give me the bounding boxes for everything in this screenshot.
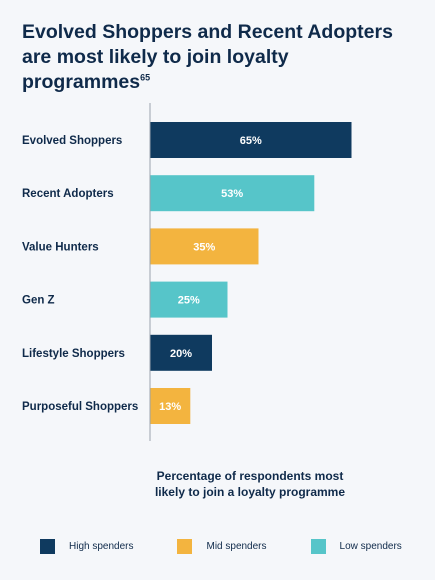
x-axis-label: Percentage of respondents most likely to…	[140, 468, 360, 500]
legend-item-low-spenders: Low spenders	[310, 538, 402, 554]
bar-recent-adopters	[150, 175, 315, 212]
category-label-evolved-shoppers: Evolved Shoppers	[22, 135, 122, 147]
bar-value-recent-adopters: 53%	[221, 188, 243, 200]
bar-value-evolved-shoppers: 65%	[240, 135, 262, 147]
legend-label-low-spenders: Low spenders	[339, 540, 402, 552]
bar-value-lifestyle-shoppers: 20%	[170, 348, 192, 360]
legend-swatch-mid-spenders	[177, 538, 193, 554]
title-line-2: are most likely to join loyalty programm…	[22, 45, 422, 95]
legend-item-high-spenders: High spenders	[40, 538, 134, 554]
x-axis-label-line-1: Percentage of respondents most	[156, 469, 344, 483]
category-label-value-hunters: Value Hunters	[22, 241, 99, 253]
chart-title: Evolved Shoppers and Recent Adopters are…	[22, 20, 422, 95]
bar-value-value-hunters: 35%	[193, 241, 215, 253]
bar-value-hunters	[150, 228, 259, 265]
category-label-recent-adopters: Recent Adopters	[22, 188, 114, 200]
bar-value-gen-z: 25%	[178, 295, 200, 307]
category-label-lifestyle-shoppers: Lifestyle Shoppers	[22, 348, 125, 360]
legend: High spenders Mid spenders Low spenders	[40, 537, 410, 555]
legend-swatch-low-spenders	[310, 538, 326, 554]
title-line-1: Evolved Shoppers and Recent Adopters	[22, 21, 393, 43]
x-axis-label-line-2: likely to join a loyalty programme	[154, 485, 346, 499]
title-footnote: 65	[140, 72, 151, 83]
bar-chart: Evolved Shoppers 65% Recent Adopters 53% Val…	[22, 103, 352, 441]
legend-label-mid-spenders: Mid spenders	[206, 540, 267, 552]
bar-evolved-shoppers	[150, 122, 352, 158]
legend-swatch-high-spenders	[40, 538, 55, 554]
bar-lifestyle-shoppers	[150, 334, 212, 371]
bar-value-purposeful-shoppers: 13%	[159, 401, 181, 413]
bar-gen-z	[150, 281, 228, 318]
title-line-2-text: are most likely to join loyalty programm…	[22, 46, 289, 93]
legend-item-mid-spenders: Mid spenders	[177, 538, 267, 554]
legend-label-high-spenders: High spenders	[69, 540, 134, 552]
category-label-purposeful-shoppers: Purposeful Shoppers	[22, 401, 138, 413]
bar-purposeful-shoppers	[150, 388, 191, 424]
category-label-gen-z: Gen Z	[22, 295, 55, 307]
